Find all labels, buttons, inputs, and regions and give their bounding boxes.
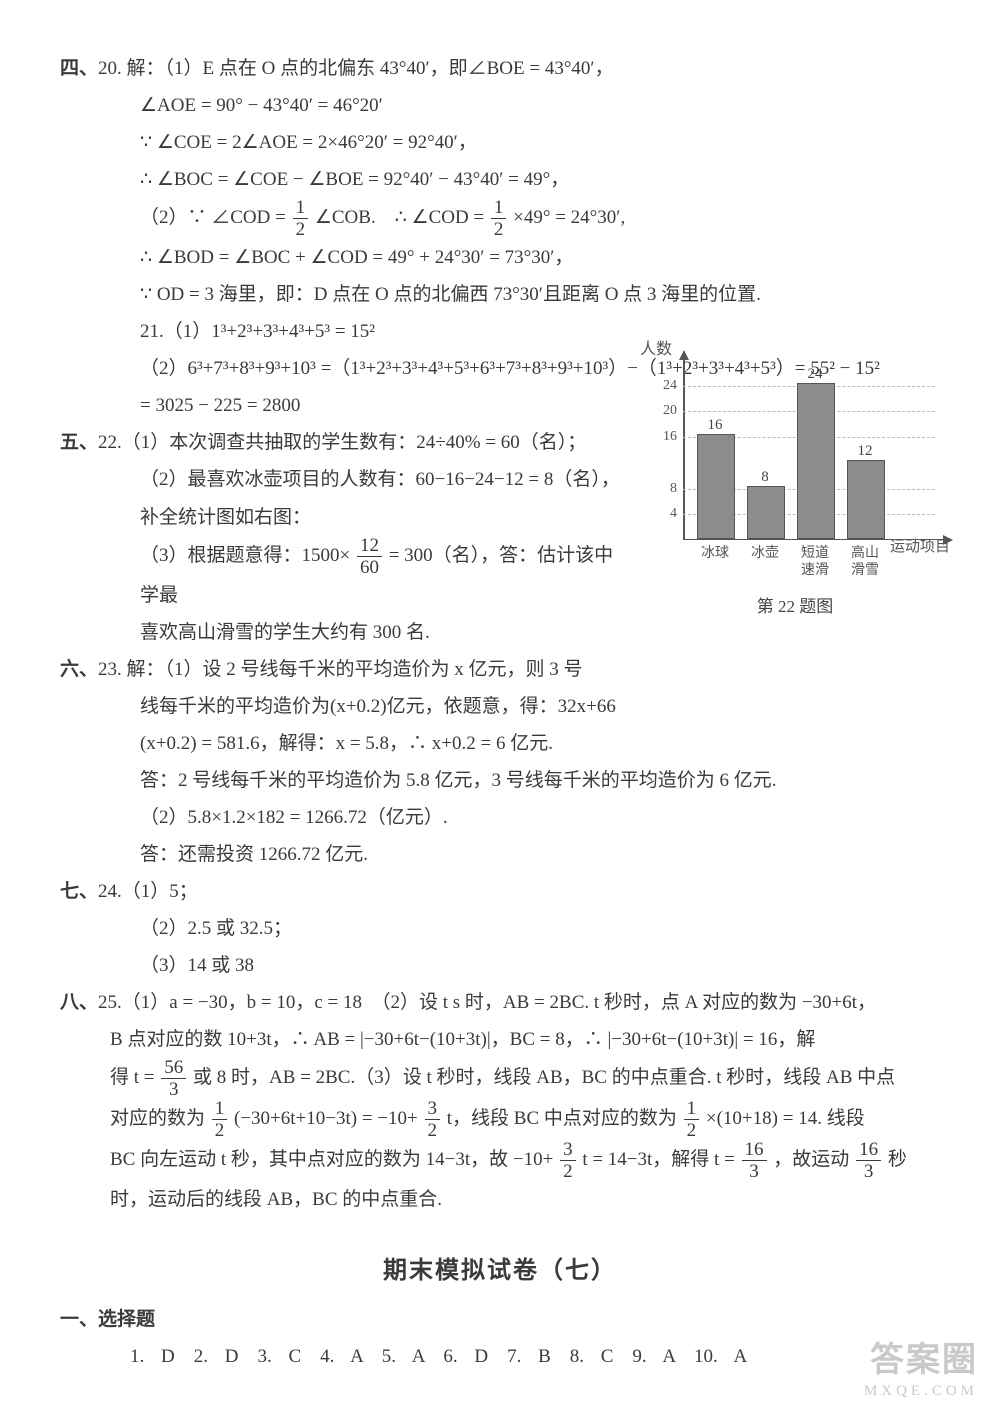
- s8-l5a: BC 向左运动 t 秒，其中点对应的数为 14−3t，故 −10+: [110, 1149, 553, 1170]
- s8-l5c: ，故运动: [773, 1149, 849, 1170]
- chart-ytick: 16: [645, 430, 677, 444]
- chart-bar: [697, 434, 735, 539]
- s8-l4b: (−30+6t+10−3t) = −10+: [234, 1108, 418, 1129]
- s5-l4: （3）根据题意得：1500× 1260 = 300（名），答：估计该中学最: [60, 536, 620, 614]
- chart-category: 冰壶: [741, 546, 789, 563]
- section-8-label: 八、: [60, 992, 98, 1013]
- watermark-small: MXQE.COM: [864, 1382, 978, 1400]
- section-6-label: 六、: [60, 659, 98, 680]
- s6-l2: 线每千米的平均造价为(x+0.2)亿元，依题意，得：32x+66: [60, 688, 620, 725]
- s8-l1: 25.（1）a = −30，b = 10，c = 18 （2）设 t s 时，A…: [98, 992, 876, 1013]
- chart-category: 高山 滑雪: [841, 546, 889, 580]
- s7-l1: 24.（1）5；: [98, 881, 198, 902]
- s8-l4: 对应的数为 12 (−30+6t+10−3t) = −10+ 32 t，线段 B…: [60, 1099, 940, 1140]
- s6-l3: (x+0.2) = 581.6，解得：x = 5.8，∴ x+0.2 = 6 亿…: [60, 725, 940, 762]
- chart-ylabel: 人数: [640, 334, 672, 365]
- bar-chart: 人数 运动项目 4816202416冰球8冰壶24短道 速滑12高山 滑雪 第 …: [645, 360, 945, 623]
- s8-l2: B 点对应的数 10+3t，∴ AB = |−30+6t−(10+3t)|，BC…: [60, 1021, 940, 1058]
- s6-l5: （2）5.8×1.2×182 = 1266.72（亿元）.: [60, 799, 940, 836]
- chart-bar-value: 8: [745, 470, 785, 485]
- chart-caption: 第 22 题图: [645, 590, 945, 623]
- s4-l6: ∴ ∠BOD = ∠BOC + ∠COD = 49° + 24°30′ = 73…: [60, 239, 940, 276]
- s4-l3: ∵ ∠COE = 2∠AOE = 2×46°20′ = 92°40′，: [60, 124, 940, 161]
- s4-l8: 21.（1）1³+2³+3³+4³+5³ = 15²: [60, 313, 940, 350]
- section-6b: (x+0.2) = 581.6，解得：x = 5.8，∴ x+0.2 = 6 亿…: [60, 725, 940, 873]
- chart-bar-value: 24: [795, 367, 835, 382]
- s8-l5d: 秒: [888, 1149, 907, 1170]
- section-5: 五、22.（1）本次调查共抽取的学生数有：24÷40% = 60（名）； （2）…: [60, 424, 620, 650]
- next-section: 一、选择题 1. D 2. D 3. C 4. A 5. A 6. D 7. B…: [60, 1301, 940, 1375]
- s4-l7: ∵ OD = 3 海里，即：D 点在 O 点的北偏西 73°30′且距离 O 点…: [60, 276, 940, 313]
- chart-ytick: 8: [645, 482, 677, 496]
- s8-l3b: 或 8 时，AB = 2BC.（3）设 t 秒时，线段 AB，BC 的中点重合.…: [193, 1067, 895, 1088]
- chart-bar-value: 16: [695, 418, 735, 433]
- s8-l4a: 对应的数为: [110, 1108, 205, 1129]
- frac-3-2-b: 32: [560, 1140, 576, 1181]
- frac-half-3: 12: [212, 1099, 228, 1140]
- section-4-label: 四、: [60, 58, 98, 79]
- s8-l6: 时，运动后的线段 AB，BC 的中点重合.: [60, 1181, 940, 1218]
- s5-l5: 喜欢高山滑雪的学生大约有 300 名.: [60, 614, 620, 651]
- s7-l3: （3）14 或 38: [60, 947, 940, 984]
- frac-12-60: 1260: [357, 536, 382, 577]
- chart-bar-value: 12: [845, 444, 885, 459]
- next-answers: 1. D 2. D 3. C 4. A 5. A 6. D 7. B 8. C …: [60, 1338, 940, 1375]
- page-root: 四、20. 解：（1）E 点在 O 点的北偏东 43°40′，即∠BOE = 4…: [0, 0, 1000, 1418]
- chart-ytick: 24: [645, 379, 677, 393]
- s5-l3: 补全统计图如右图：: [60, 499, 620, 536]
- s6-l1: 23. 解：（1）设 2 号线每千米的平均造价为 x 亿元，则 3 号: [98, 659, 583, 680]
- s5-l1: 22.（1）本次调查共抽取的学生数有：24÷40% = 60（名）；: [98, 432, 586, 453]
- chart-ytick: 4: [645, 507, 677, 521]
- s4-l5b: ∠COB. ∴ ∠COD =: [315, 207, 484, 228]
- chart-category: 冰球: [691, 546, 739, 563]
- chart-ytick: 20: [645, 404, 677, 418]
- s4-l2: ∠AOE = 90° − 43°40′ = 46°20′: [60, 87, 940, 124]
- s4-l5a: （2）∵ ∠COD =: [140, 207, 286, 228]
- s4-l1: 20. 解：（1）E 点在 O 点的北偏东 43°40′，即∠BOE = 43°…: [98, 58, 614, 79]
- s4-l5c: ×49° = 24°30′,: [513, 207, 625, 228]
- s5-l4a: （3）根据题意得：1500×: [140, 544, 350, 565]
- s8-l5: BC 向左运动 t 秒，其中点对应的数为 14−3t，故 −10+ 32 t =…: [60, 1140, 940, 1181]
- section-7: 七、24.（1）5； （2）2.5 或 32.5； （3）14 或 38: [60, 873, 940, 984]
- s4-l4: ∴ ∠BOC = ∠COE − ∠BOE = 92°40′ − 43°40′ =…: [60, 161, 940, 198]
- next-sec1-label: 一、选择题: [60, 1301, 940, 1338]
- chart-bar: [797, 383, 835, 539]
- chart-xlabel: 运动项目: [890, 533, 950, 562]
- s8-l4d: ×(10+18) = 14. 线段: [706, 1108, 865, 1129]
- section-5-label: 五、: [60, 432, 98, 453]
- chart-bar: [847, 460, 885, 539]
- chart-axis-y: [683, 352, 685, 540]
- s8-l5b: t = 14−3t，解得 t =: [582, 1149, 734, 1170]
- frac-56-3: 563: [161, 1058, 186, 1099]
- frac-half-4: 12: [684, 1099, 700, 1140]
- frac-16-3-a: 163: [742, 1140, 767, 1181]
- s6-l6: 答：还需投资 1266.72 亿元.: [60, 836, 940, 873]
- chart-bar: [747, 486, 785, 539]
- section-8: 八、25.（1）a = −30，b = 10，c = 18 （2）设 t s 时…: [60, 984, 940, 1218]
- watermark-big: 答案圈: [864, 1341, 978, 1382]
- s8-l3: 得 t = 563 或 8 时，AB = 2BC.（3）设 t 秒时，线段 AB…: [60, 1058, 940, 1099]
- s8-l4c: t，线段 BC 中点对应的数为: [447, 1108, 677, 1129]
- s7-l2: （2）2.5 或 32.5；: [60, 910, 940, 947]
- s4-l5: （2）∵ ∠COD = 12 ∠COB. ∴ ∠COD = 12 ×49° = …: [60, 198, 940, 239]
- chart-category: 短道 速滑: [791, 546, 839, 580]
- s6-l4: 答：2 号线每千米的平均造价为 5.8 亿元，3 号线每千米的平均造价为 6 亿…: [60, 762, 940, 799]
- frac-3-2-a: 32: [425, 1099, 441, 1140]
- s5-l2: （2）最喜欢冰壶项目的人数有：60−16−24−12 = 8（名），: [60, 461, 620, 498]
- section-7-label: 七、: [60, 881, 98, 902]
- s8-l3a: 得 t =: [110, 1067, 155, 1088]
- watermark: 答案圈 MXQE.COM: [864, 1341, 978, 1400]
- section-6: 六、23. 解：（1）设 2 号线每千米的平均造价为 x 亿元，则 3 号 线每…: [60, 651, 620, 725]
- frac-half-2: 12: [491, 198, 507, 239]
- frac-half-1: 12: [293, 198, 309, 239]
- next-title: 期末模拟试卷（七）: [60, 1248, 940, 1295]
- frac-16-3-b: 163: [856, 1140, 881, 1181]
- chart-plot: 人数 运动项目 4816202416冰球8冰壶24短道 速滑12高山 滑雪: [645, 360, 945, 540]
